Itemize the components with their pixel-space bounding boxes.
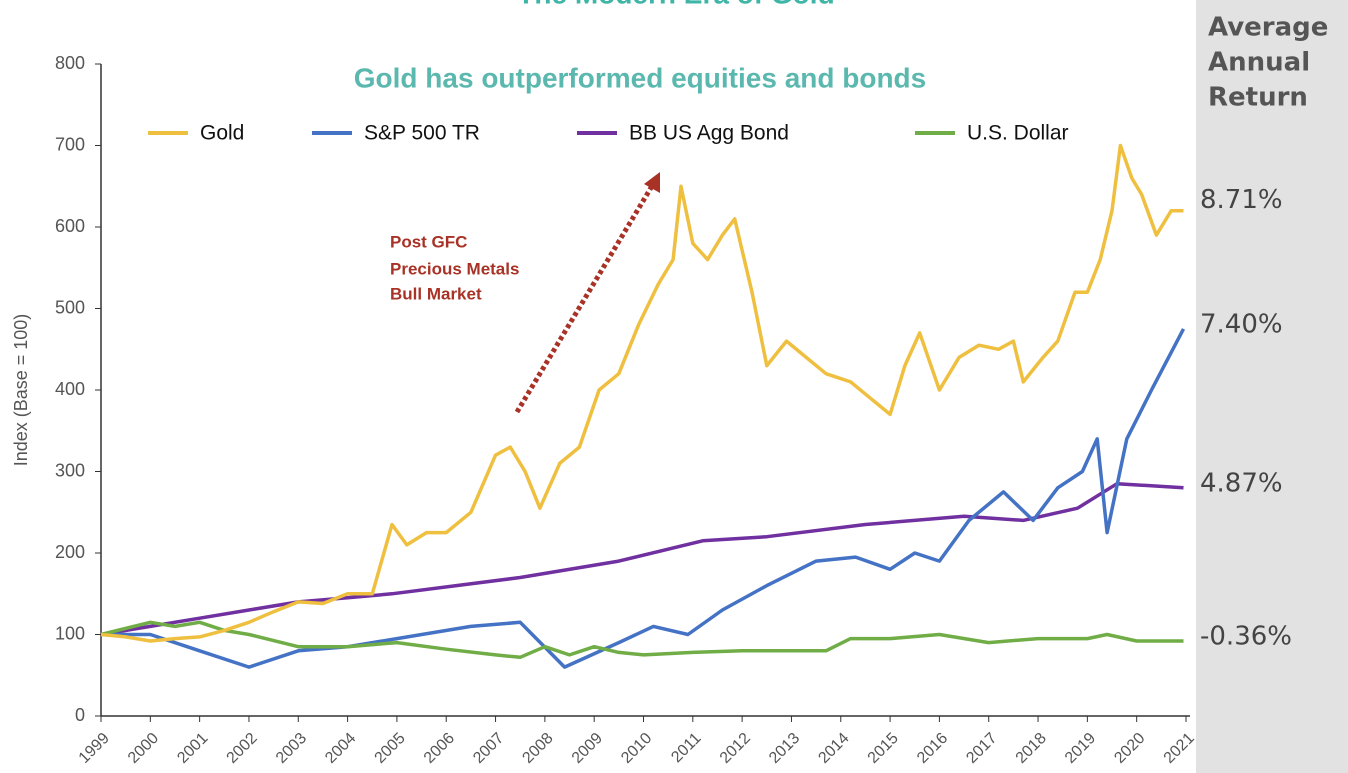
x-tick-label: 2008 [519, 730, 556, 767]
y-tick-label: 0 [75, 705, 85, 725]
series-line [100, 143, 1184, 643]
y-tick-label: 700 [55, 134, 85, 154]
x-tick-label: 2005 [372, 730, 409, 767]
x-tick-label: 2014 [815, 730, 852, 767]
legend-label: Gold [200, 122, 244, 145]
x-tick-label: 2010 [618, 730, 655, 767]
legend-label: S&P 500 TR [364, 122, 480, 145]
x-tick-label: 2013 [766, 730, 803, 767]
x-tick-label: 2003 [273, 730, 310, 767]
x-tick-label: 2007 [470, 730, 507, 767]
x-tick-label: 2015 [865, 730, 902, 767]
x-tick-label: 2009 [569, 730, 606, 767]
y-tick-label: 500 [55, 297, 85, 317]
return-header: Average [1208, 13, 1328, 43]
x-tick-label: 2002 [224, 730, 261, 767]
y-tick-label: 800 [55, 53, 85, 73]
annotation: Bull Market [390, 284, 482, 303]
x-tick-label: 2004 [322, 730, 359, 767]
x-tick-label: 2006 [421, 730, 458, 767]
y-tick-label: 200 [55, 542, 85, 562]
y-tick-label: 100 [55, 623, 85, 643]
legend-label: U.S. Dollar [967, 122, 1069, 145]
chart-subtitle: Gold has outperformed equities and bonds [354, 62, 926, 93]
return-label: 8.71% [1200, 185, 1283, 215]
return-label: 4.87% [1200, 468, 1283, 498]
y-tick-label: 300 [55, 460, 85, 480]
x-tick-label: 2021 [1161, 730, 1198, 767]
x-tick-label: 2011 [668, 730, 704, 766]
x-tick-label: 2016 [914, 730, 951, 767]
annotation: Post GFC [390, 232, 467, 251]
return-header: Return [1208, 83, 1308, 113]
x-tick-label: 1999 [76, 730, 113, 767]
return-label: -0.36% [1200, 622, 1292, 652]
x-tick-label: 2000 [125, 730, 162, 767]
return-label: 7.40% [1200, 309, 1283, 339]
x-tick-label: 2018 [1013, 730, 1050, 767]
arrow-head [644, 172, 660, 193]
y-tick-label: 600 [55, 216, 85, 236]
x-tick-label: 2012 [717, 730, 754, 767]
legend-label: BB US Agg Bond [629, 122, 789, 145]
x-tick-label: 2001 [174, 730, 211, 767]
x-tick-label: 2017 [963, 730, 1000, 767]
annotation-arrow [514, 184, 655, 414]
chart-title: The Modern Era of Gold [517, 0, 834, 9]
return-header: Annual [1208, 48, 1310, 78]
series-line [100, 620, 1184, 660]
x-tick-label: 2019 [1062, 730, 1099, 767]
annotation: Precious Metals [390, 259, 519, 278]
y-axis-label: Index (Base = 100) [11, 314, 31, 467]
y-tick-label: 400 [55, 379, 85, 399]
x-tick-label: 2020 [1111, 730, 1148, 767]
series-line [100, 481, 1184, 637]
return-panel [1196, 0, 1348, 773]
